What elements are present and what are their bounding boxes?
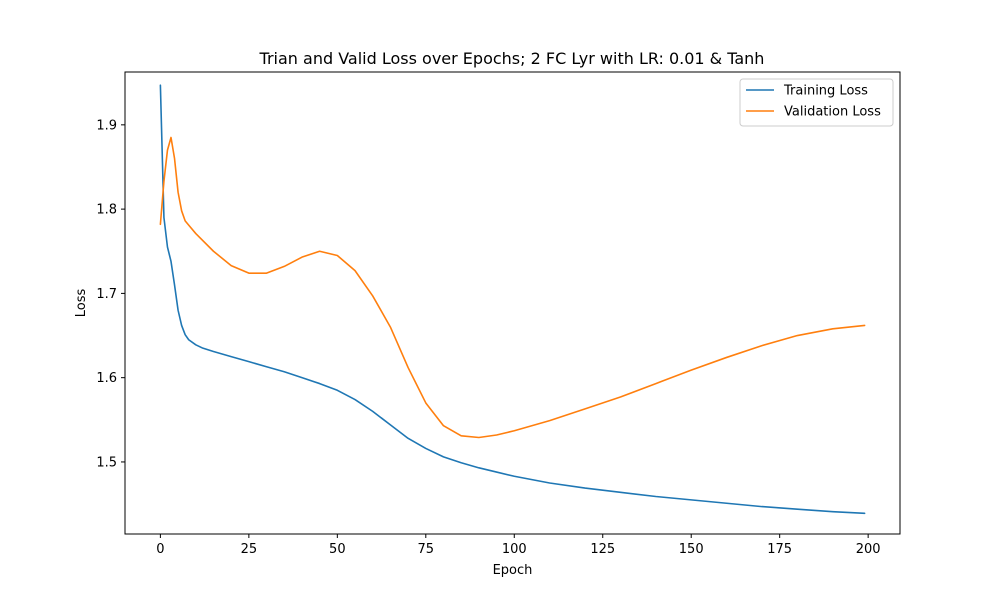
series-line-training-loss (159, 84, 866, 515)
x-axis-label: Epoch (493, 563, 533, 578)
x-tick-label: 0 (156, 542, 164, 557)
x-axis: 0 25 50 75 100 125 150 175 200 (156, 534, 881, 557)
x-tick-label: 75 (418, 542, 435, 557)
legend: Training Loss Validation Loss (739, 78, 894, 127)
legend-box (739, 78, 894, 127)
x-tick-label: 125 (590, 542, 615, 557)
y-axis: 1.5 1.6 1.7 1.8 1.9 (96, 118, 125, 470)
x-tick-label: 200 (856, 542, 881, 557)
y-tick-label: 1.7 (96, 287, 117, 302)
legend-label: Validation Loss (784, 105, 881, 120)
x-tick-label: 50 (329, 542, 346, 557)
plot-area (159, 84, 866, 515)
plot-frame (124, 71, 901, 535)
x-tick-label: 100 (502, 542, 527, 557)
y-tick-label: 1.6 (96, 371, 117, 386)
y-tick-label: 1.9 (96, 118, 117, 133)
x-tick-label: 175 (767, 542, 792, 557)
x-tick-label: 25 (241, 542, 258, 557)
legend-label: Training Loss (783, 84, 868, 99)
y-axis-label: Loss (74, 289, 89, 318)
y-tick-label: 1.5 (96, 455, 117, 470)
y-tick-label: 1.8 (96, 203, 117, 218)
series-line-validation-loss (159, 136, 866, 439)
chart-title: Trian and Valid Loss over Epochs; 2 FC L… (259, 49, 765, 68)
x-tick-label: 150 (679, 542, 704, 557)
